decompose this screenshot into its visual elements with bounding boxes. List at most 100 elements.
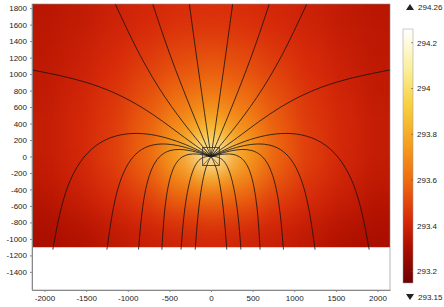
y-tick-label: -400 bbox=[11, 186, 28, 195]
heatmap-cell bbox=[94, 165, 128, 186]
heatmap-cell bbox=[32, 185, 62, 206]
x-tick: 1000 bbox=[286, 290, 304, 303]
y-tick-mark bbox=[30, 58, 32, 59]
heatmap-cell bbox=[328, 4, 362, 21]
heatmap-cell bbox=[361, 20, 390, 41]
heatmap-cell bbox=[328, 82, 362, 103]
x-tick: -1500 bbox=[76, 290, 97, 303]
heatmap-cell bbox=[32, 227, 62, 248]
x-tick-label: -1500 bbox=[76, 294, 97, 303]
heatmap-cell bbox=[94, 103, 128, 124]
heatmap-cell bbox=[228, 62, 262, 83]
y-tick: 1800 bbox=[9, 4, 32, 13]
y-tick-mark bbox=[30, 8, 32, 9]
colorbar-tick-label: 293.2 bbox=[417, 267, 438, 276]
plot-frame bbox=[32, 4, 390, 290]
streamline bbox=[211, 4, 233, 156]
y-tick-label: -600 bbox=[11, 202, 28, 211]
colorbar-tick-label: 294 bbox=[417, 84, 431, 93]
heatmap-cell bbox=[194, 103, 228, 124]
heatmap-cell bbox=[61, 227, 95, 248]
heatmap-cell bbox=[94, 82, 128, 103]
heatmap-cell bbox=[261, 62, 295, 83]
heatmap-cell bbox=[61, 144, 95, 165]
y-tick-mark bbox=[30, 140, 32, 141]
heatmap-cell bbox=[94, 144, 128, 165]
max-marker bbox=[406, 4, 414, 10]
y-tick-label: -1000 bbox=[7, 235, 28, 244]
heatmap-cell bbox=[128, 62, 162, 83]
y-tick-mark bbox=[30, 222, 32, 223]
heatmap-clip bbox=[32, 4, 390, 247]
heatmap-cell bbox=[94, 4, 128, 21]
y-tick-label: -1200 bbox=[7, 251, 28, 260]
y-tick-label: 1400 bbox=[9, 37, 27, 46]
streamline bbox=[107, 144, 211, 250]
x-tick-mark bbox=[253, 290, 254, 292]
heatmap-cell bbox=[294, 20, 328, 41]
streamline bbox=[211, 70, 390, 157]
y-tick: -1200 bbox=[7, 251, 32, 260]
heatmap-cell bbox=[361, 62, 390, 83]
max-label: 294.26 bbox=[418, 3, 443, 12]
y-tick: -800 bbox=[11, 218, 32, 227]
heatmap-cell bbox=[228, 20, 262, 41]
heatmap-cell bbox=[261, 144, 295, 165]
heatmap-cell bbox=[161, 227, 195, 248]
colorbar-tick bbox=[411, 225, 413, 226]
heatmap-cell bbox=[328, 165, 362, 186]
heatmap-cell bbox=[128, 206, 162, 227]
heatmap-cell bbox=[128, 82, 162, 103]
streamline bbox=[211, 4, 269, 156]
y-tick: -1000 bbox=[7, 235, 32, 244]
y-tick-mark bbox=[30, 74, 32, 75]
y-tick: 200 bbox=[14, 136, 32, 145]
heatmap-cell bbox=[294, 4, 328, 21]
min-marker bbox=[406, 294, 414, 300]
colorbar-bar bbox=[403, 29, 413, 283]
x-tick-mark bbox=[336, 290, 337, 292]
y-tick: -200 bbox=[11, 169, 32, 178]
plot-area bbox=[32, 4, 390, 250]
streamline bbox=[53, 133, 211, 249]
streamline bbox=[211, 133, 369, 249]
x-tick-mark bbox=[169, 290, 170, 292]
y-tick-mark bbox=[30, 173, 32, 174]
x-tick-label: 1500 bbox=[327, 294, 345, 303]
x-tick: 1500 bbox=[327, 290, 345, 303]
heatmap-cell bbox=[294, 82, 328, 103]
heatmap-cell bbox=[61, 82, 95, 103]
x-tick-label: 0 bbox=[209, 294, 214, 303]
x-axis-line bbox=[33, 290, 391, 291]
heatmap-cell bbox=[361, 4, 390, 21]
streamline bbox=[211, 149, 283, 249]
heatmap-cell bbox=[61, 124, 95, 145]
y-tick-label: -200 bbox=[11, 169, 28, 178]
x-tick-label: 1000 bbox=[286, 294, 304, 303]
heatmap-cell bbox=[94, 62, 128, 83]
y-tick: -1400 bbox=[7, 268, 32, 277]
colorbar-tick bbox=[411, 134, 413, 135]
x-tick-label: 500 bbox=[246, 294, 260, 303]
heatmap-cell bbox=[228, 4, 262, 21]
x-tick: -500 bbox=[162, 290, 179, 303]
heatmap-cell bbox=[194, 165, 228, 186]
colorbar-tick bbox=[411, 88, 413, 89]
source-cross bbox=[203, 147, 220, 165]
heatmap-cell bbox=[194, 82, 228, 103]
streamline bbox=[139, 149, 211, 249]
y-tick-label: 800 bbox=[14, 87, 28, 96]
chart: -2000-1500-1000-5000500100015002000-1400… bbox=[0, 0, 444, 307]
y-tick-label: 200 bbox=[14, 136, 28, 145]
y-tick-label: 1800 bbox=[9, 4, 27, 13]
x-tick-label: 2000 bbox=[369, 294, 387, 303]
heatmap-cell bbox=[328, 185, 362, 206]
heatmap-cell bbox=[294, 124, 328, 145]
y-tick-mark bbox=[30, 25, 32, 26]
heatmap-cell bbox=[194, 4, 228, 21]
heatmap-cell bbox=[128, 165, 162, 186]
heatmap-cell bbox=[294, 227, 328, 248]
heatmap-cell bbox=[361, 82, 390, 103]
y-tick-mark bbox=[30, 91, 32, 92]
y-tick-mark bbox=[30, 107, 32, 108]
